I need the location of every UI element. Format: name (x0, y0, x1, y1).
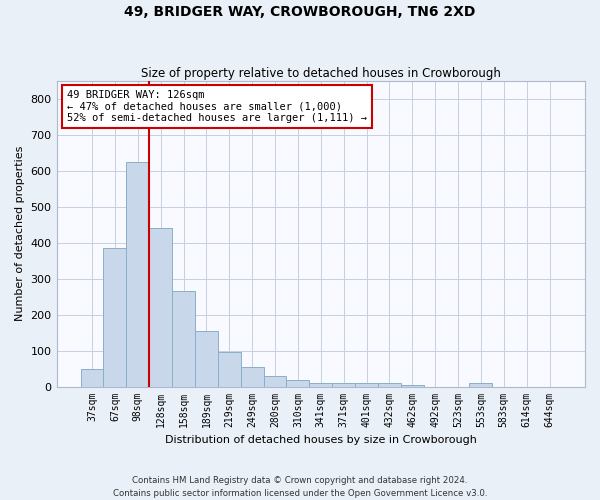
X-axis label: Distribution of detached houses by size in Crowborough: Distribution of detached houses by size … (165, 435, 477, 445)
Bar (355, 383, 378, 386)
Bar (401, 385, 424, 386)
Bar (149, 228, 172, 386)
Text: 49 BRIDGER WAY: 126sqm
← 47% of detached houses are smaller (1,000)
52% of semi-: 49 BRIDGER WAY: 126sqm ← 47% of detached… (67, 90, 367, 123)
Bar (378, 383, 401, 386)
Bar (218, 352, 241, 386)
Y-axis label: Number of detached properties: Number of detached properties (15, 146, 25, 322)
Bar (80, 368, 103, 386)
Bar (127, 162, 149, 386)
Bar (332, 383, 355, 386)
Bar (241, 367, 263, 386)
Bar (103, 248, 127, 386)
Bar (310, 383, 332, 386)
Text: 49, BRIDGER WAY, CROWBOROUGH, TN6 2XD: 49, BRIDGER WAY, CROWBOROUGH, TN6 2XD (124, 5, 476, 19)
Bar (286, 380, 310, 386)
Bar (263, 376, 286, 386)
Title: Size of property relative to detached houses in Crowborough: Size of property relative to detached ho… (141, 66, 501, 80)
Text: Contains HM Land Registry data © Crown copyright and database right 2024.
Contai: Contains HM Land Registry data © Crown c… (113, 476, 487, 498)
Bar (469, 383, 493, 386)
Bar (172, 291, 195, 386)
Bar (195, 331, 218, 386)
